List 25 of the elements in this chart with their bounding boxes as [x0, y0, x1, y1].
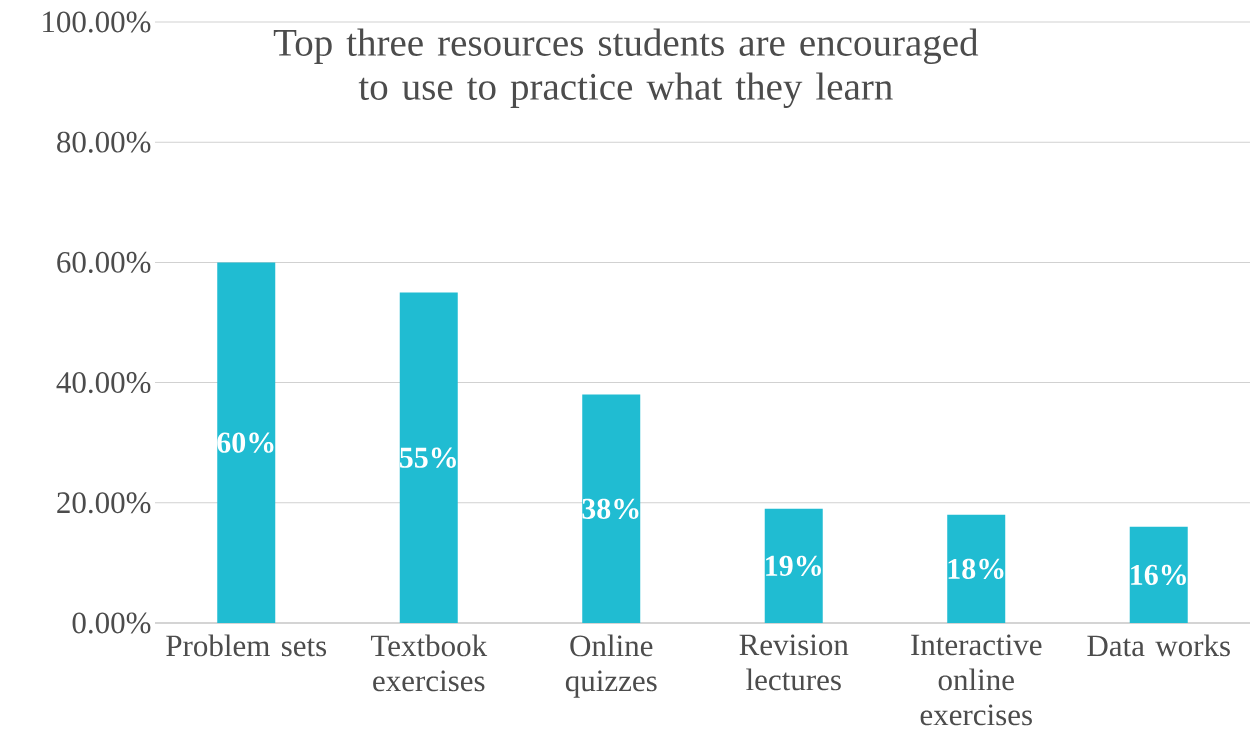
data-label: 18% [948, 558, 1004, 580]
bar [217, 262, 276, 623]
x-tick-label: Textbook exercises [370, 634, 488, 692]
x-tick-label: Problem sets [166, 634, 327, 657]
bar [947, 514, 1006, 623]
data-label: 55% [399, 447, 456, 468]
y-tick-label: 0.00% [72, 612, 151, 634]
data-label: 60% [217, 432, 274, 453]
y-tick-label: 20.00% [57, 492, 151, 514]
x-tick-label: Revision lectures [739, 634, 849, 691]
bar [1129, 526, 1188, 623]
bar [399, 292, 458, 623]
x-tick-label: Interactive online exercises [911, 634, 1042, 726]
y-tick-label: 40.00% [56, 372, 151, 394]
x-tick-label: Online quizzes [565, 634, 657, 698]
data-label: 16% [1131, 564, 1186, 586]
x-tick-label: Data works [1087, 634, 1230, 657]
y-tick-label: 60.00% [57, 251, 151, 273]
bar [764, 508, 823, 623]
data-label: 19% [766, 555, 821, 577]
y-tick-label: 80.00% [57, 131, 151, 153]
y-tick-label: 100.00% [43, 11, 151, 33]
bar [582, 394, 641, 623]
text: Top three resources students are encouraged to use to practice what they learn [273, 28, 979, 109]
data-label: 38% [582, 498, 639, 519]
